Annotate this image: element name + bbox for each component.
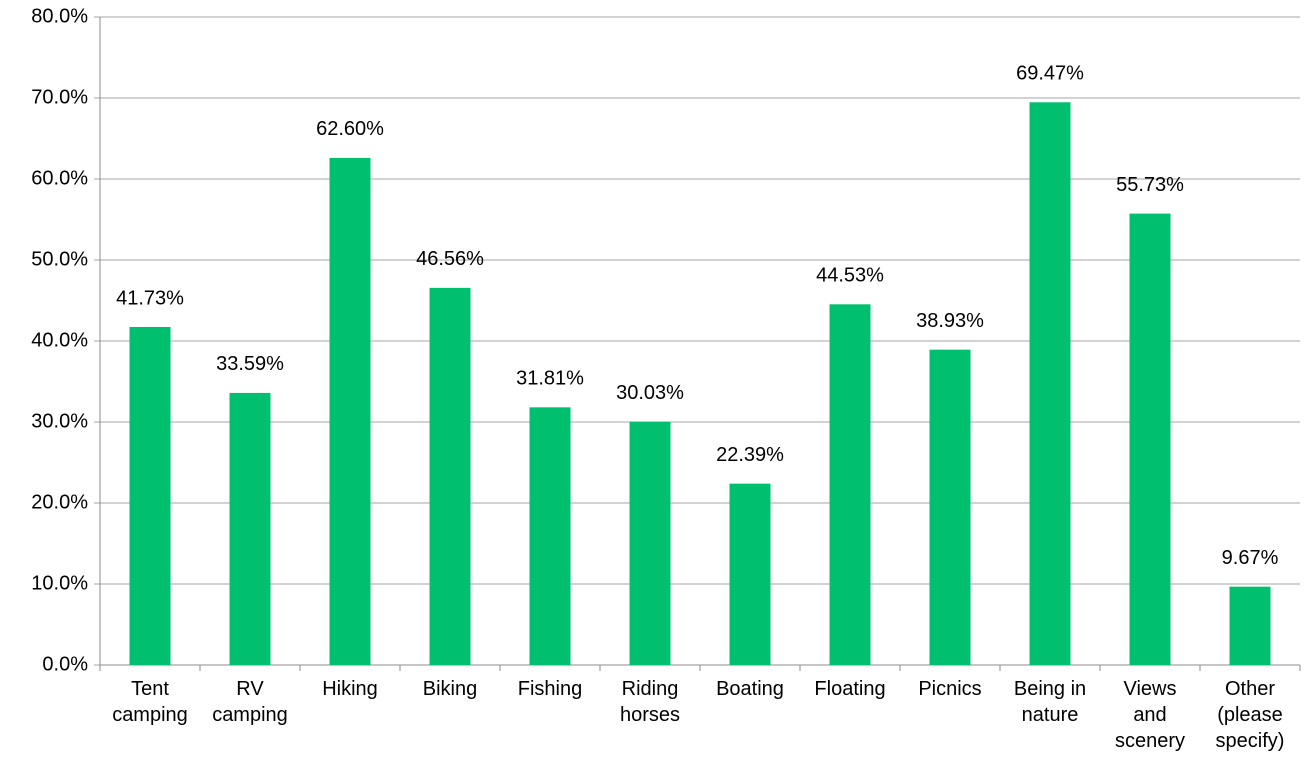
bar bbox=[929, 349, 971, 665]
y-tick-label: 70.0% bbox=[31, 86, 88, 108]
x-tick-label: RV camping bbox=[212, 678, 288, 726]
x-tick-label: Views and scenery bbox=[1115, 678, 1185, 752]
data-label: 9.67% bbox=[1222, 547, 1279, 569]
bar bbox=[1229, 586, 1271, 665]
x-tick-label: Biking bbox=[423, 678, 477, 700]
y-tick-label: 40.0% bbox=[31, 329, 88, 351]
bar bbox=[1029, 102, 1071, 666]
x-tick-label: Riding horses bbox=[620, 678, 680, 726]
bar bbox=[729, 483, 771, 665]
data-label: 31.81% bbox=[516, 368, 584, 390]
bar bbox=[1129, 213, 1171, 665]
y-tick-label: 0.0% bbox=[42, 653, 88, 675]
data-label: 69.47% bbox=[1016, 63, 1084, 85]
x-tick-label: Tent camping bbox=[112, 678, 188, 726]
data-label: 22.39% bbox=[716, 444, 784, 466]
data-label: 55.73% bbox=[1116, 174, 1184, 196]
bar bbox=[429, 287, 471, 665]
data-label: 41.73% bbox=[116, 287, 184, 309]
data-label: 44.53% bbox=[816, 265, 884, 287]
x-tick-label: Being in nature bbox=[1014, 678, 1086, 726]
x-tick-label: Fishing bbox=[518, 678, 582, 700]
x-tick-label: Other (please specify) bbox=[1216, 678, 1285, 752]
y-tick-label: 30.0% bbox=[31, 410, 88, 432]
data-label: 38.93% bbox=[916, 310, 984, 332]
y-tick-label: 60.0% bbox=[31, 167, 88, 189]
data-label: 33.59% bbox=[216, 353, 284, 375]
bar bbox=[529, 407, 571, 665]
y-tick-label: 10.0% bbox=[31, 572, 88, 594]
y-tick-label: 80.0% bbox=[31, 5, 88, 27]
y-tick-label: 50.0% bbox=[31, 248, 88, 270]
data-label: 62.60% bbox=[316, 118, 384, 140]
bar bbox=[229, 392, 271, 665]
bar bbox=[129, 326, 171, 665]
x-tick-label: Floating bbox=[814, 678, 885, 700]
bar bbox=[329, 157, 371, 665]
y-tick-label: 20.0% bbox=[31, 491, 88, 513]
bar bbox=[829, 304, 871, 665]
x-tick-label: Boating bbox=[716, 678, 784, 700]
bar bbox=[629, 421, 671, 665]
data-label: 30.03% bbox=[616, 382, 684, 404]
data-label: 46.56% bbox=[416, 248, 484, 270]
x-tick-label: Picnics bbox=[918, 678, 981, 700]
x-tick-label: Hiking bbox=[322, 678, 378, 700]
